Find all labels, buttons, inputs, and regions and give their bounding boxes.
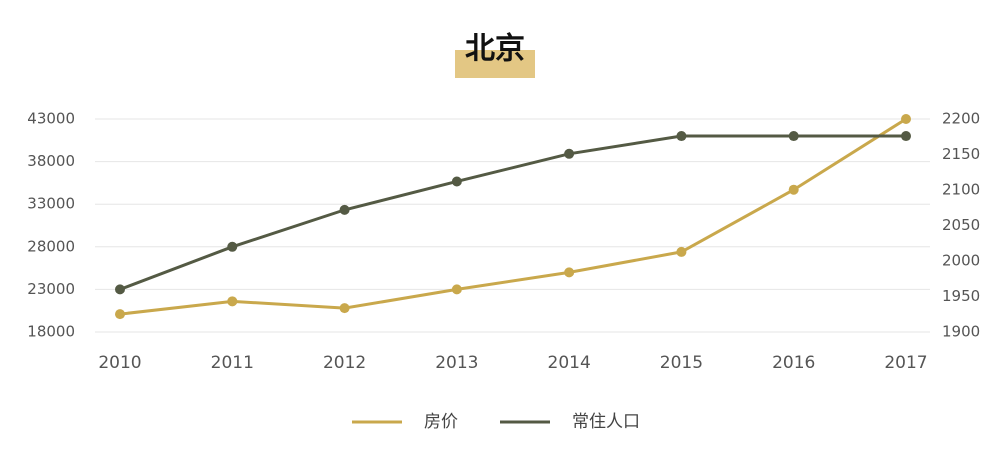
y2-tick-label: 2150 [942,145,980,163]
y2-tick-label: 1900 [942,323,980,341]
data-point [564,148,575,159]
legend-label: 常住人口 [572,412,640,432]
data-point [564,267,575,278]
x-tick-label: 2011 [211,353,254,373]
data-point [676,246,687,257]
data-point [451,176,462,187]
data-point [451,284,462,295]
data-point [901,114,911,124]
x-tick-label: 2014 [548,353,591,373]
series-line [119,117,907,316]
x-tick-label: 2016 [772,353,815,373]
x-tick-label: 2015 [660,353,703,373]
data-point [115,309,125,320]
data-point [901,131,911,142]
data-point [788,131,799,142]
data-point [339,303,350,314]
y2-tick-label: 2200 [942,110,980,128]
series-line [119,134,906,291]
data-point [788,184,799,195]
y2-tick-label: 2000 [942,252,980,270]
data-point [115,284,125,295]
title-highlight [455,50,535,78]
legend-label: 房价 [424,412,458,432]
x-tick-label: 2013 [435,353,478,373]
y-tick-label: 33000 [27,195,75,213]
y2-tick-label: 2050 [942,216,980,234]
chart-title: 北京 [465,32,525,67]
y2-tick-label: 1950 [942,287,980,305]
x-tick-label: 2010 [98,353,141,373]
x-tick-label: 2017 [884,353,927,373]
y-tick-label: 18000 [27,323,75,341]
y-tick-label: 23000 [27,280,75,298]
y-tick-label: 43000 [27,110,75,128]
data-point [676,131,687,142]
y2-tick-label: 2100 [942,181,980,199]
data-point [227,296,238,307]
y-tick-label: 38000 [27,152,75,170]
y-tick-label: 28000 [27,237,75,255]
data-point [227,241,238,252]
x-tick-label: 2012 [323,353,366,373]
data-point [339,204,350,215]
